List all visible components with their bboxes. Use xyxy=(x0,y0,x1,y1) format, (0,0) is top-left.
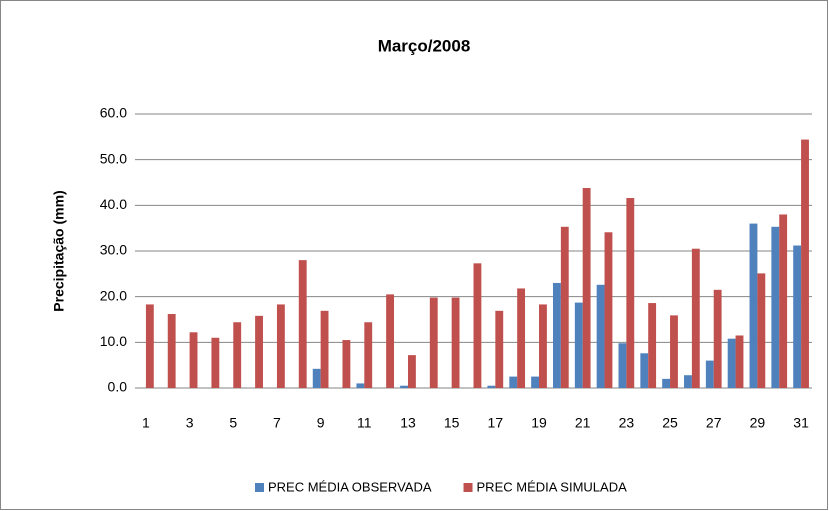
x-tick-label: 31 xyxy=(793,415,809,431)
y-axis-label: Precipitação (mm) xyxy=(51,190,67,311)
bar xyxy=(662,378,671,388)
y-tick-label: 60.0 xyxy=(100,105,127,121)
bar xyxy=(386,294,395,388)
y-tick-label: 30.0 xyxy=(100,242,127,258)
bar xyxy=(473,263,482,388)
bar xyxy=(582,187,591,388)
bar xyxy=(552,282,561,388)
bar xyxy=(801,139,809,388)
bar xyxy=(684,375,692,388)
bar xyxy=(539,304,547,388)
bar xyxy=(771,226,780,388)
legend-label: PREC MÉDIA OBSERVADA xyxy=(268,479,432,494)
chart-title: Março/2008 xyxy=(378,36,471,55)
y-tick-label: 20.0 xyxy=(100,287,127,303)
bar xyxy=(648,303,657,388)
bar xyxy=(487,385,496,388)
bar xyxy=(495,310,504,388)
bar xyxy=(276,304,285,388)
bar xyxy=(618,343,627,388)
bar xyxy=(255,315,263,388)
bar xyxy=(189,332,198,388)
bar xyxy=(604,232,613,388)
x-tick-label: 3 xyxy=(186,415,194,431)
bar xyxy=(670,315,678,388)
bar xyxy=(596,284,605,388)
x-tick-label: 25 xyxy=(662,415,678,431)
bar xyxy=(407,355,416,388)
bar xyxy=(749,223,758,388)
bar xyxy=(320,310,329,388)
x-tick-label: 29 xyxy=(750,415,766,431)
x-tick-label: 9 xyxy=(317,415,325,431)
bar xyxy=(727,338,736,388)
bar xyxy=(400,385,408,388)
bar xyxy=(233,322,242,388)
x-tick-label: 19 xyxy=(531,415,547,431)
bar xyxy=(167,314,176,388)
x-tick-label: 17 xyxy=(488,415,504,431)
y-tick-label: 40.0 xyxy=(100,196,127,212)
bar xyxy=(356,383,365,388)
bar xyxy=(211,337,220,388)
bar xyxy=(640,353,649,388)
bar xyxy=(779,214,788,388)
bar xyxy=(691,248,700,388)
x-tick-label: 15 xyxy=(444,415,460,431)
x-tick-label: 5 xyxy=(229,415,237,431)
x-tick-label: 21 xyxy=(575,415,591,431)
bar xyxy=(145,304,154,388)
legend-swatch xyxy=(463,483,473,492)
bar xyxy=(713,289,722,388)
x-tick-label: 11 xyxy=(357,415,372,431)
bar xyxy=(793,245,802,388)
bar xyxy=(364,322,373,388)
bar xyxy=(312,368,321,388)
bar xyxy=(298,260,307,388)
bar xyxy=(342,340,351,388)
x-tick-label: 13 xyxy=(400,415,416,431)
bar xyxy=(509,376,518,388)
bar xyxy=(560,226,569,388)
y-tick-label: 50.0 xyxy=(100,150,127,166)
bar xyxy=(429,297,438,388)
y-tick-label: 0.0 xyxy=(108,379,128,395)
y-tick-label: 10.0 xyxy=(100,333,127,349)
legend-label: PREC MÉDIA SIMULADA xyxy=(477,479,628,494)
bar xyxy=(574,302,583,388)
x-tick-label: 1 xyxy=(142,415,150,431)
bar xyxy=(451,297,460,388)
bar xyxy=(735,335,744,388)
x-tick-label: 27 xyxy=(706,415,722,431)
bar xyxy=(757,273,766,388)
bar xyxy=(517,288,526,388)
x-tick-label: 23 xyxy=(619,415,635,431)
bar xyxy=(705,360,714,388)
x-tick-label: 7 xyxy=(273,415,281,431)
bar xyxy=(626,198,635,388)
legend-swatch xyxy=(255,483,264,492)
bar xyxy=(531,376,540,388)
